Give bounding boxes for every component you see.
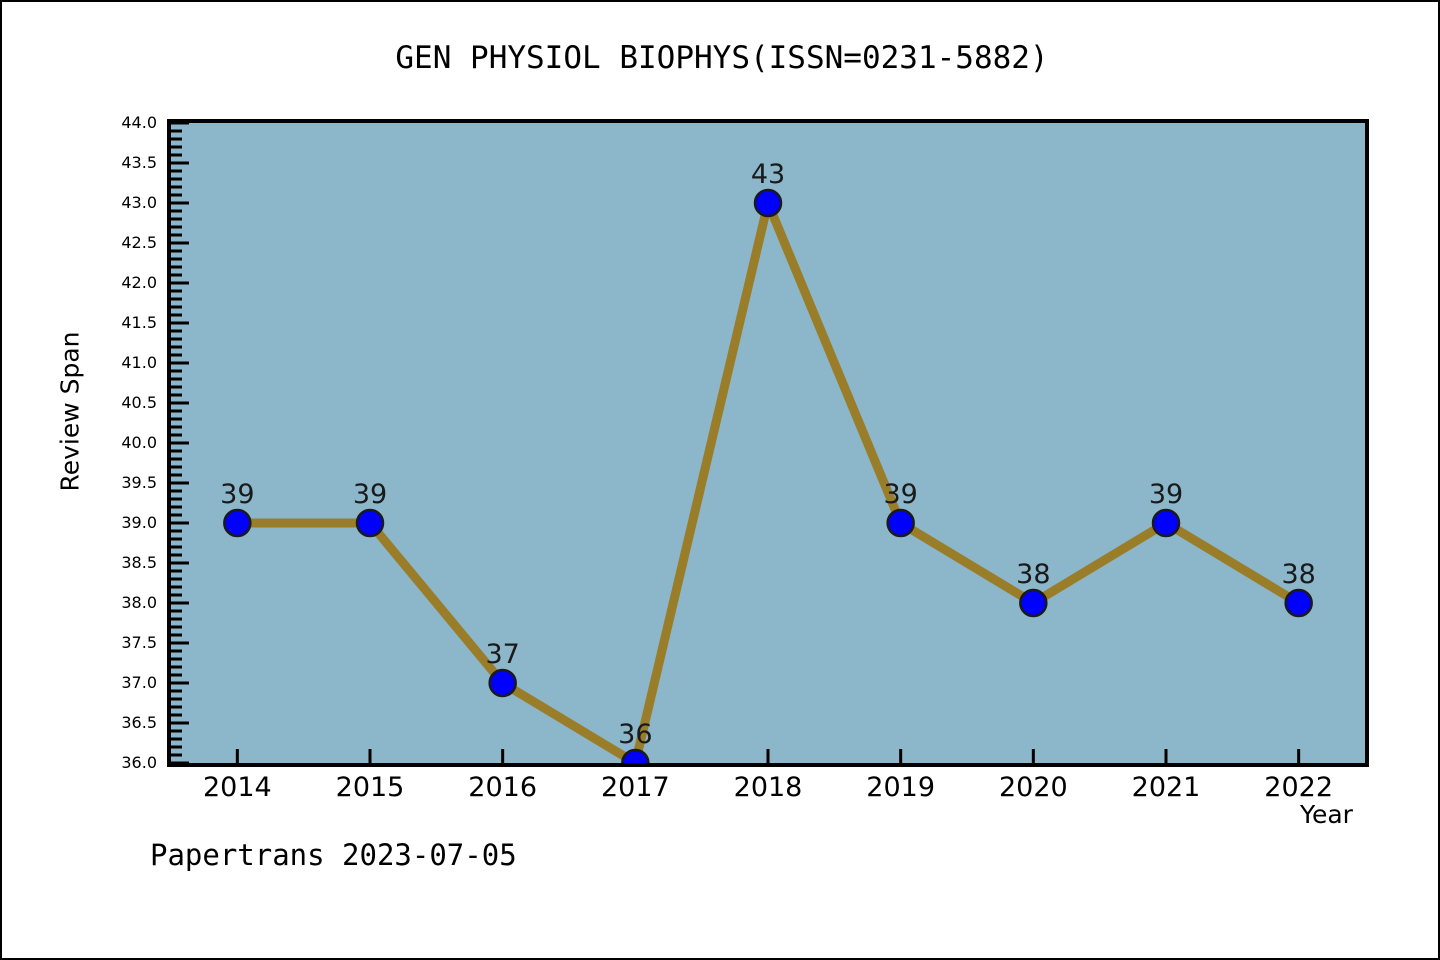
data-point-marker[interactable]: [1286, 590, 1312, 616]
y-axis-ticks: [171, 123, 189, 763]
data-point-label: 39: [220, 479, 254, 510]
data-point-marker[interactable]: [1153, 510, 1179, 536]
data-point-marker[interactable]: [755, 190, 781, 216]
x-tick-label: 2018: [733, 772, 803, 803]
y-tick-label: 39.0: [121, 513, 157, 532]
y-tick-label: 40.0: [121, 433, 157, 452]
x-tick-label: 2020: [998, 772, 1068, 803]
x-tick-label: 2019: [866, 772, 936, 803]
plot-area: 39 39 37 36 43 39 38 39 38: [167, 119, 1369, 767]
data-point-label: 39: [353, 479, 387, 510]
y-tick-label: 39.5: [121, 473, 157, 492]
data-point-label: 38: [1281, 559, 1315, 590]
x-tick-label: 2017: [600, 772, 670, 803]
x-tick-label: 2022: [1264, 772, 1334, 803]
x-tick-label: 2014: [202, 772, 272, 803]
data-point-marker[interactable]: [357, 510, 383, 536]
y-tick-label: 36.5: [121, 713, 157, 732]
y-tick-label: 41.0: [121, 353, 157, 372]
data-point-label: 37: [485, 639, 519, 670]
chart-title: GEN PHYSIOL BIOPHYS(ISSN=0231-5882): [395, 40, 1049, 76]
y-tick-label: 37.5: [121, 633, 157, 652]
line-chart-canvas: 39 39 37 36 43 39 38 39 38: [171, 123, 1316, 763]
data-point-label: 43: [751, 159, 785, 190]
x-tick-label: 2015: [335, 772, 405, 803]
y-tick-label: 38.0: [121, 593, 157, 612]
data-series-line: [237, 203, 1298, 763]
y-tick-label: 42.0: [121, 273, 157, 292]
y-tick-label: 37.0: [121, 673, 157, 692]
x-axis-ticks: [235, 749, 1301, 763]
y-tick-label: 40.5: [121, 393, 157, 412]
footer-note: Papertrans 2023-07-05: [150, 838, 517, 872]
data-point-label: 36: [618, 719, 652, 750]
y-tick-label: 44.0: [121, 113, 157, 132]
data-point-marker[interactable]: [224, 510, 250, 536]
data-point-label: 38: [1016, 559, 1050, 590]
x-tick-label: 2016: [468, 772, 538, 803]
data-point-label: 39: [1149, 479, 1183, 510]
data-point-marker[interactable]: [622, 750, 648, 763]
data-point-marker[interactable]: [1020, 590, 1046, 616]
x-tick-label: 2021: [1131, 772, 1201, 803]
y-axis-title: Review Span: [55, 331, 85, 492]
y-tick-label: 41.5: [121, 313, 157, 332]
data-point-label: 39: [883, 479, 917, 510]
data-point-marker[interactable]: [490, 670, 516, 696]
y-tick-label: 42.5: [121, 233, 157, 252]
y-tick-label: 38.5: [121, 553, 157, 572]
y-tick-label: 43.5: [121, 153, 157, 172]
y-tick-label: 36.0: [121, 753, 157, 772]
x-axis-title: Year: [1300, 800, 1353, 829]
y-tick-label: 43.0: [121, 193, 157, 212]
data-point-marker[interactable]: [888, 510, 914, 536]
